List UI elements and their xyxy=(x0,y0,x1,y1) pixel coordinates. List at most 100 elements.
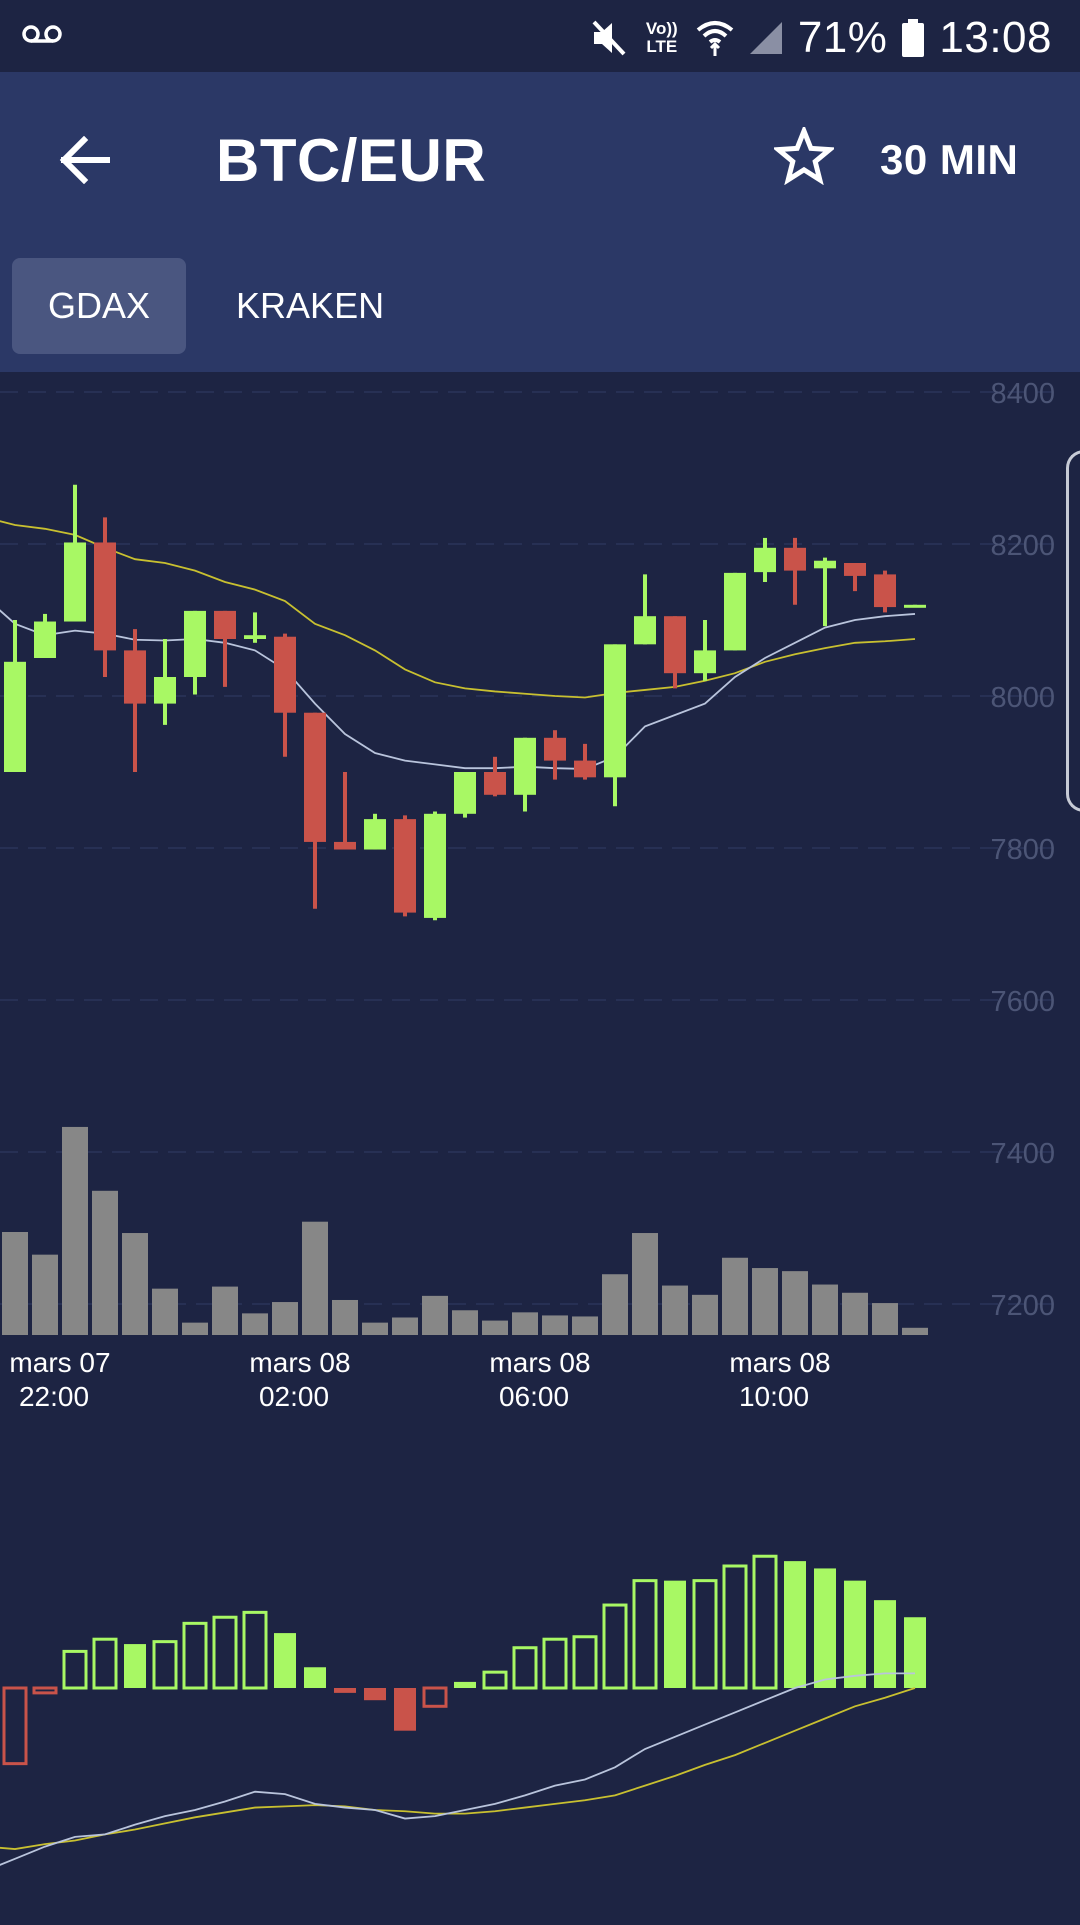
macd-line xyxy=(0,1672,915,1866)
candle-body xyxy=(214,610,236,639)
chart-area[interactable]: 8400 8200 8000 7800 7600 7400 7200 mars 07 22:00… xyxy=(0,372,1080,1920)
volume-bar xyxy=(152,1288,178,1335)
battery-percent: 71% xyxy=(797,13,888,62)
candle-body xyxy=(754,547,776,573)
candle-body xyxy=(484,772,506,795)
x-axis-label: mars 08 xyxy=(489,1347,590,1378)
candle-body xyxy=(244,635,266,639)
y-axis-label: 8200 xyxy=(990,530,1055,562)
volume-bar xyxy=(92,1190,118,1335)
candle-body xyxy=(724,572,746,651)
macd-bar xyxy=(512,1646,538,1690)
candle-body xyxy=(574,760,596,778)
x-axis-label: 06:00 xyxy=(499,1381,569,1412)
x-axis-label: mars 08 xyxy=(249,1347,350,1378)
macd-bar xyxy=(784,1561,806,1688)
candle-body xyxy=(124,650,146,704)
macd-bar xyxy=(664,1580,686,1688)
volume-bar xyxy=(452,1310,478,1335)
volume-bar xyxy=(872,1303,898,1335)
macd-bar xyxy=(182,1621,208,1690)
ma-fast-line xyxy=(0,609,916,770)
back-button[interactable] xyxy=(48,124,120,196)
macd-bar xyxy=(752,1554,778,1690)
volume-bar xyxy=(512,1312,538,1335)
macd-bar xyxy=(814,1568,836,1688)
candle-body xyxy=(334,841,356,850)
macd-bar xyxy=(274,1633,296,1688)
favorite-button[interactable] xyxy=(772,124,836,188)
scroll-handle[interactable] xyxy=(1066,450,1080,812)
arrow-left-icon xyxy=(59,136,110,184)
macd-bar xyxy=(124,1644,146,1688)
volume-bar xyxy=(422,1295,448,1335)
candle-body xyxy=(694,650,716,674)
volume-bar xyxy=(602,1274,628,1335)
volume-bar xyxy=(182,1322,208,1335)
macd-bar xyxy=(334,1688,356,1693)
y-axis-label: 8400 xyxy=(990,378,1055,410)
volume-bar xyxy=(62,1126,88,1335)
x-axis-label: mars 08 xyxy=(729,1347,830,1378)
y-axis-label: 8000 xyxy=(990,682,1055,714)
macd-bar xyxy=(874,1600,896,1688)
status-bar: Vo)) LTE 71% 13:08 xyxy=(0,0,1080,72)
macd-bar xyxy=(844,1580,866,1688)
volume-bar xyxy=(362,1322,388,1335)
candle-body xyxy=(424,813,446,918)
candle-body xyxy=(664,616,686,674)
voicemail-icon xyxy=(22,25,62,43)
signal-icon xyxy=(749,22,782,54)
volume-bar xyxy=(272,1302,298,1335)
macd-bar xyxy=(92,1637,118,1690)
macd-bar xyxy=(304,1667,326,1688)
macd-bar xyxy=(152,1640,178,1690)
candle-body xyxy=(844,563,866,576)
macd-bar xyxy=(242,1610,268,1690)
interval-selector[interactable]: 30 MIN xyxy=(880,136,1019,183)
volume-bar xyxy=(212,1286,238,1335)
star-outline-icon xyxy=(774,127,834,185)
macd-bar xyxy=(542,1637,568,1690)
mute-icon xyxy=(592,20,626,56)
candle-body xyxy=(814,560,836,569)
volume-bar xyxy=(2,1232,28,1335)
candle-body xyxy=(364,819,386,850)
x-axis-label: 02:00 xyxy=(259,1381,329,1412)
candle-body xyxy=(274,636,296,713)
battery-icon xyxy=(902,19,925,57)
tab-kraken[interactable]: KRAKEN xyxy=(236,285,385,326)
macd-bar xyxy=(364,1688,386,1701)
volume-bar xyxy=(542,1315,568,1335)
candle-body xyxy=(34,621,56,658)
macd-bar xyxy=(904,1617,926,1688)
volume-bar xyxy=(692,1294,718,1335)
y-axis-label: 7400 xyxy=(990,1138,1055,1170)
volume-bar xyxy=(332,1299,358,1335)
app-bar: BTC/EUR 30 MIN GDAX KRAKEN xyxy=(0,72,1080,372)
price-chart[interactable]: 8400 8200 8000 7800 7600 7400 7200 mars 0722:00… xyxy=(0,372,1080,1920)
macd-bar xyxy=(602,1603,628,1690)
candle-body xyxy=(4,661,26,772)
macd-bar xyxy=(632,1579,658,1690)
x-axis-label: 10:00 xyxy=(739,1381,809,1412)
candle-body xyxy=(604,644,626,778)
macd-bar xyxy=(722,1564,748,1690)
volume-bar xyxy=(782,1271,808,1335)
volume-bar xyxy=(752,1268,778,1335)
macd-bar xyxy=(692,1579,718,1690)
tab-gdax[interactable]: GDAX xyxy=(12,258,187,354)
y-axis-label: 7800 xyxy=(990,834,1055,866)
macd-bar xyxy=(422,1686,448,1708)
macd-bar xyxy=(212,1615,238,1690)
candle-body xyxy=(454,772,476,814)
ma-slow-line xyxy=(0,520,916,699)
volume-bar xyxy=(482,1320,508,1335)
clock: 13:08 xyxy=(939,13,1052,62)
macd-bar xyxy=(572,1635,598,1690)
candle-body xyxy=(514,737,536,795)
volume-bar xyxy=(242,1313,268,1335)
volume-bar xyxy=(842,1292,868,1335)
macd-bar xyxy=(394,1688,416,1731)
candle-body xyxy=(634,616,656,645)
